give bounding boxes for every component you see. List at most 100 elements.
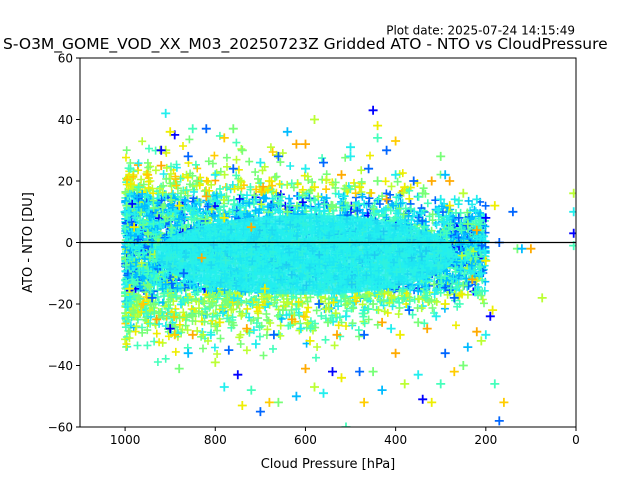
cloud-point-marker (396, 199, 405, 208)
cloud-point-marker (235, 333, 244, 342)
cloud-point-marker (358, 208, 367, 217)
cloud-point-marker (152, 329, 161, 338)
cloud-point-marker (125, 292, 134, 301)
cloud-point-marker (446, 219, 455, 228)
cloud-point-marker (320, 207, 329, 215)
cloud-point-marker (454, 233, 463, 242)
cloud-point-marker (170, 313, 179, 321)
cloud-point-marker (421, 282, 430, 291)
cloud-point-marker (432, 220, 441, 229)
cloud-point-marker (208, 159, 217, 168)
cloud-point-marker (133, 193, 142, 202)
cloud-point-marker (212, 169, 221, 178)
cloud-point-marker (358, 309, 367, 318)
cloud-point-marker (408, 310, 417, 319)
cloud-point-marker (181, 196, 190, 205)
cloud-point-marker (271, 293, 279, 302)
cloud-point-marker (442, 276, 451, 285)
cloud-point-marker (453, 283, 462, 292)
cloud-point-marker (331, 183, 340, 192)
cloud-point-marker (452, 209, 460, 217)
cloud-point-marker (161, 280, 170, 289)
cloud-point-marker (200, 317, 209, 326)
cloud-point-marker (301, 313, 310, 322)
cloud-point-marker (249, 326, 258, 335)
cloud-point-marker (167, 195, 176, 204)
cloud-point-marker (171, 347, 180, 356)
cloud-point-marker (137, 259, 146, 267)
cloud-point-marker (457, 251, 466, 260)
cloud-point-marker (255, 332, 264, 341)
cloud-point-marker (222, 153, 231, 162)
cloud-point-marker (187, 215, 196, 224)
cloud-point-marker (122, 153, 130, 162)
cloud-point-marker (271, 205, 280, 214)
cloud-point-marker (183, 326, 192, 334)
cloud-point-marker (228, 205, 237, 214)
cloud-point-marker (318, 154, 327, 163)
cloud-point-marker (451, 267, 460, 276)
cloud-point-marker (453, 302, 462, 311)
cloud-point-marker (140, 202, 149, 211)
cloud-point-marker (122, 298, 131, 307)
cloud-point-marker (407, 215, 416, 224)
cloud-point-marker (212, 301, 221, 310)
cloud-point-marker (210, 343, 219, 352)
cloud-point-marker (478, 295, 487, 304)
cloud-point-marker (474, 283, 482, 291)
cloud-point-marker (193, 164, 202, 173)
cloud-point-marker (460, 270, 469, 278)
cloud-point-marker (436, 288, 445, 297)
cloud-point-marker (152, 276, 161, 285)
cloud-point-marker (399, 188, 408, 197)
cloud-point-marker (464, 196, 473, 205)
cloud-point-marker (294, 297, 303, 306)
cloud-point-marker (127, 227, 136, 236)
cloud-point-marker (243, 304, 252, 313)
cloud-point-marker (477, 291, 486, 300)
cloud-point-marker (126, 164, 135, 173)
cloud-point-marker (168, 224, 177, 233)
cloud-point-marker (201, 215, 210, 224)
cloud-point-marker (236, 209, 245, 218)
cloud-point-marker (353, 206, 362, 215)
cloud-point-marker (480, 299, 488, 308)
cloud-point-marker (279, 298, 288, 306)
cloud-point-marker (199, 330, 208, 339)
cloud-point-marker (387, 182, 396, 191)
cloud-point-marker (360, 293, 369, 302)
cloud-point-marker (203, 191, 212, 200)
cloud-point-marker (415, 295, 423, 304)
cloud-point-marker (337, 297, 346, 306)
cloud-point-marker (263, 185, 272, 194)
cloud-point-marker (452, 321, 460, 330)
cloud-point-marker (146, 162, 155, 171)
cloud-point-marker (210, 151, 219, 160)
cloud-point-marker (193, 326, 202, 335)
cloud-point-marker (164, 297, 173, 306)
cloud-point-marker (285, 194, 294, 203)
cloud-point-marker (207, 285, 216, 294)
cloud-point-marker (133, 341, 142, 350)
cloud-point-marker (286, 162, 295, 170)
cloud-point-marker (166, 216, 175, 225)
cloud-point-marker (236, 176, 245, 185)
cloud-point-marker (391, 213, 400, 222)
cloud-point-marker (207, 299, 216, 307)
cloud-point-marker (292, 201, 301, 210)
cloud-point-marker (268, 148, 277, 156)
cloud-point-marker (251, 168, 260, 177)
cloud-point-marker (428, 210, 437, 219)
cloud-point-marker (357, 166, 366, 175)
cloud-point-marker (166, 179, 175, 188)
cloud-point-marker (204, 336, 212, 345)
cloud-point-marker (149, 203, 158, 212)
cloud-point-marker (162, 174, 171, 183)
cloud-point-marker (306, 196, 315, 205)
cloud-point-marker (334, 321, 343, 330)
cloud-point-marker (461, 256, 470, 265)
cloud-point-marker (160, 217, 169, 226)
cloud-point-marker (144, 183, 153, 192)
cloud-point-marker (245, 157, 254, 166)
cloud-point-marker (462, 274, 471, 283)
